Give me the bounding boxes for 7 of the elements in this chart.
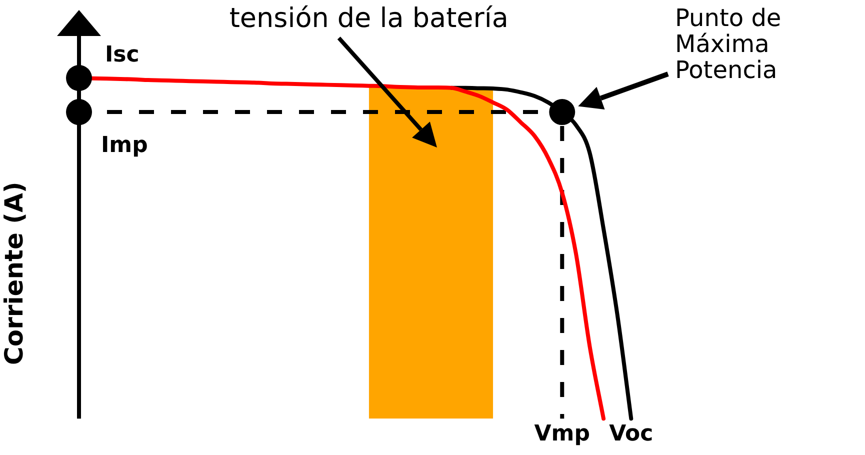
- x-tick-label: Vmp: [534, 422, 590, 447]
- series-label: Imp: [101, 132, 148, 158]
- x-tick-label: Voc: [609, 422, 654, 447]
- series-label: Isc: [105, 42, 140, 68]
- y-axis-title: Corriente (A): [0, 182, 28, 365]
- text: tensión de la batería: [229, 3, 508, 34]
- annotation: Punto de Máxima Potencia: [675, 4, 782, 84]
